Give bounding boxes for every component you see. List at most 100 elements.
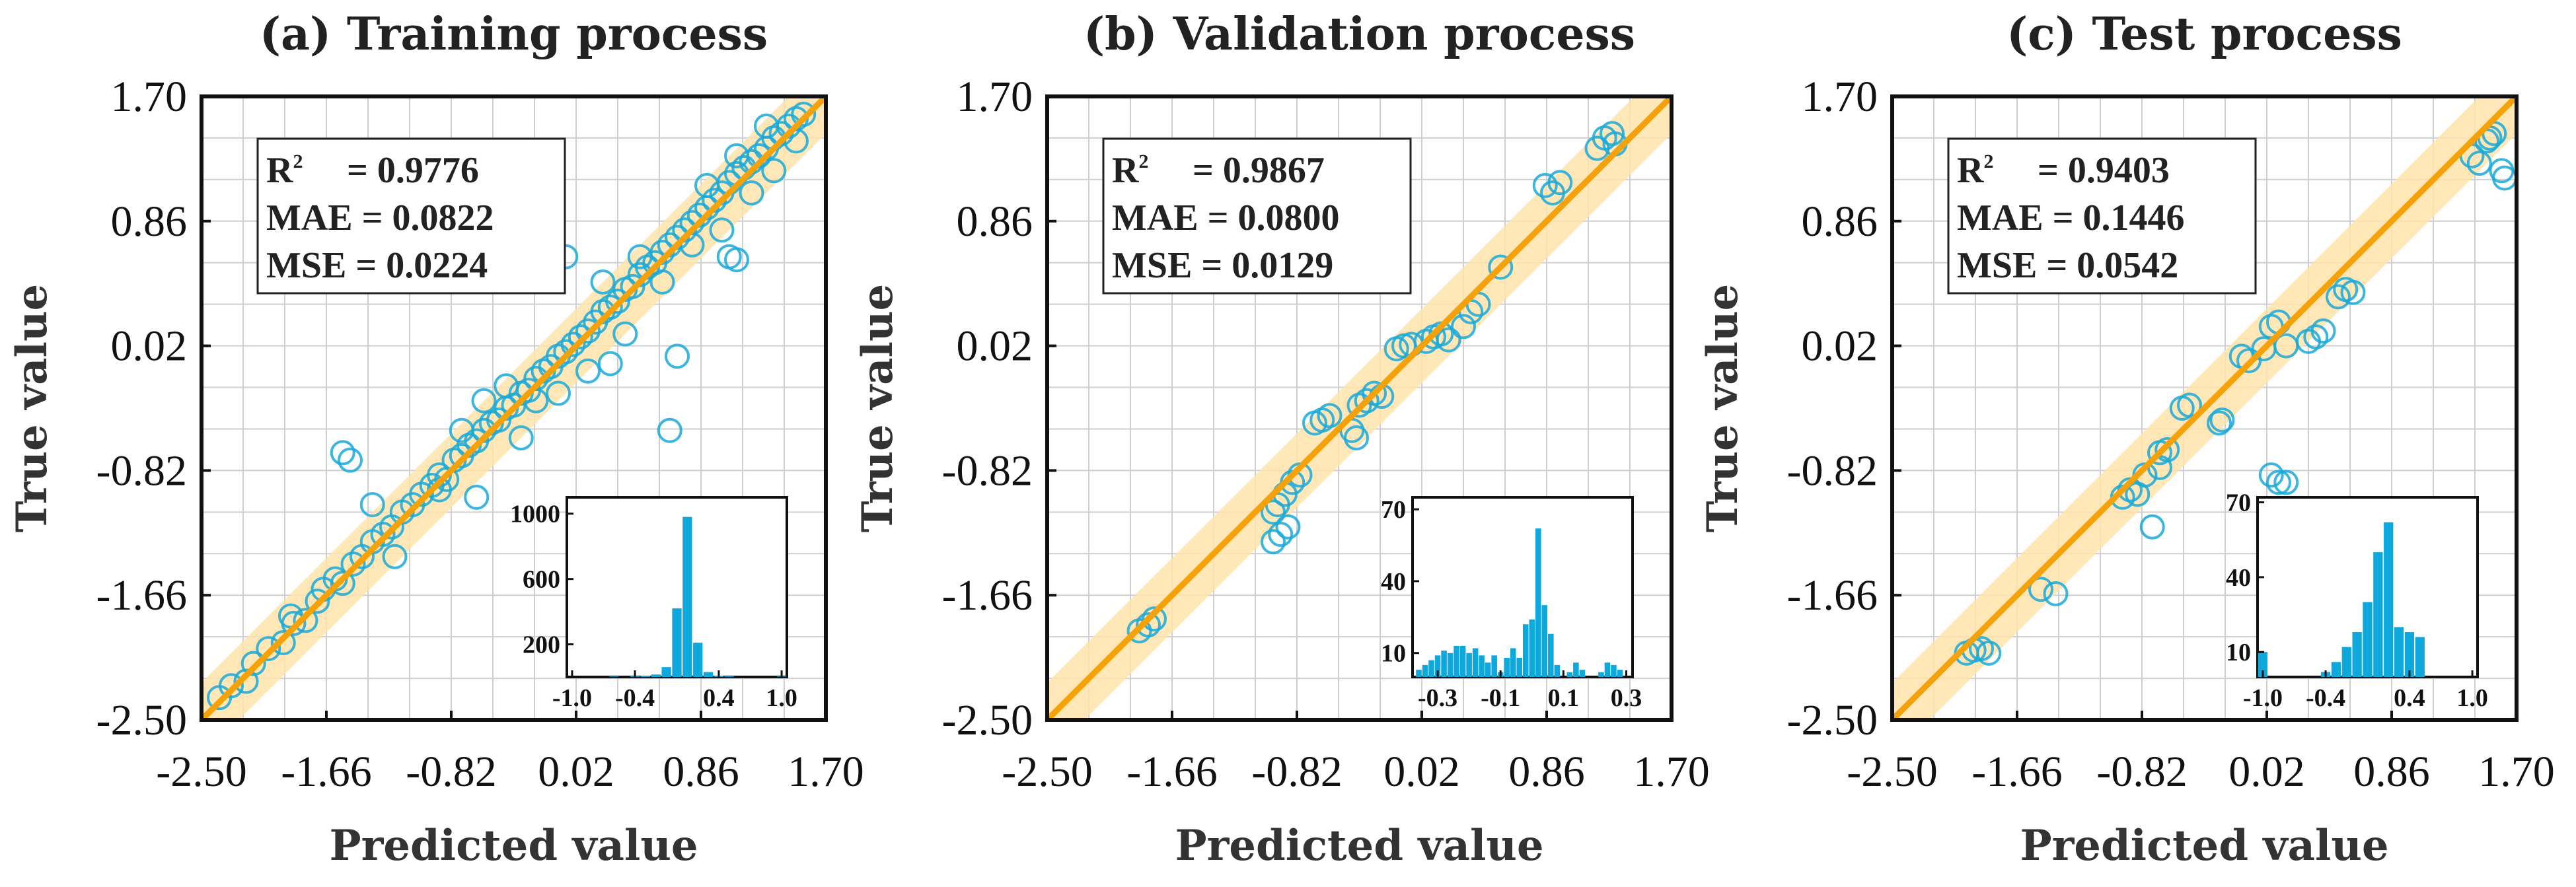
data-point [597, 351, 623, 376]
histogram-bar [1466, 653, 1472, 677]
panel-title: (a) Training process [260, 8, 768, 61]
data-point [330, 440, 355, 466]
r2-symbol: R [266, 150, 293, 191]
r2-symbol: R [1112, 150, 1139, 191]
y-tick-label: 0.86 [111, 197, 188, 246]
inset-x-tick-label: -1.0 [552, 684, 592, 712]
x-tick-label: 0.86 [663, 748, 739, 796]
histogram-bar [1541, 605, 1548, 677]
y-tick-label: 0.86 [957, 197, 1033, 246]
histogram-bar [1454, 645, 1459, 677]
y-axis-label: True value [1698, 284, 1748, 532]
data-point [449, 417, 474, 443]
y-tick-label: -1.66 [942, 571, 1033, 620]
data-point [739, 180, 764, 206]
inset-y-tick-label: 10 [2226, 639, 2251, 666]
stats-box: R2 = 0.9867 MAE = 0.0800 MSE = 0.0129 [1102, 137, 1412, 295]
y-tick-label: -1.66 [96, 571, 187, 620]
r2-superscript: 2 [1983, 151, 1993, 172]
histogram-bar [1459, 645, 1466, 677]
histogram-bar [672, 608, 682, 677]
data-point [2466, 151, 2492, 176]
data-point [1976, 640, 2002, 666]
data-point [256, 636, 281, 662]
mse-value: MSE = 0.0129 [1112, 245, 1333, 286]
data-point [724, 143, 749, 168]
inset-x-tick-label: -0.1 [1481, 684, 1520, 712]
histogram-bar [693, 643, 703, 677]
inset-x-tick-label: -0.3 [1418, 684, 1457, 712]
inset-y-tick-label: 70 [1381, 496, 1406, 524]
x-tick-label: -0.82 [406, 748, 496, 796]
inset-x-tick-label: 1.0 [2456, 684, 2488, 712]
data-point [546, 380, 571, 406]
data-point [1354, 388, 1380, 413]
plot-area [1047, 96, 1672, 720]
data-point [568, 324, 593, 350]
inset-y-tick-label: 70 [2226, 489, 2251, 517]
histogram-bar [2415, 637, 2425, 677]
data-point [2266, 470, 2291, 495]
data-point [665, 343, 690, 369]
y-tick-label: -2.50 [1787, 696, 1878, 744]
data-point [494, 373, 519, 399]
x-axis-label: Predicted value [2020, 821, 2388, 870]
fit-line [1892, 96, 2517, 720]
fit-line [1047, 96, 1672, 720]
data-point [1275, 514, 1301, 540]
data-point [2340, 279, 2366, 305]
inset-y-tick-label: 600 [523, 566, 560, 594]
r2-value: = 0.9867 [1193, 150, 1325, 191]
inset-y-tick-label: 200 [523, 631, 560, 659]
data-point [761, 158, 787, 184]
histogram-bar [1516, 657, 1523, 677]
histogram-bar [2394, 627, 2404, 677]
data-point [597, 295, 623, 320]
histogram-bar [1535, 528, 1541, 677]
r2-label: R2 [1957, 150, 1993, 191]
data-point [2177, 392, 2202, 418]
histogram-bar [724, 676, 734, 677]
histogram-bar [1617, 670, 1623, 677]
x-tick-label: -1.66 [1971, 748, 2062, 796]
data-point [1142, 606, 1167, 632]
data-point [1344, 425, 1369, 450]
y-tick-label: -2.50 [96, 696, 187, 744]
x-tick-label: -2.50 [1002, 748, 1092, 796]
data-point [1317, 403, 1343, 429]
data-point [575, 358, 601, 384]
data-point [709, 217, 735, 243]
histogram-bar [1604, 662, 1611, 677]
y-axis-label: True value [853, 284, 902, 532]
r2-superscript: 2 [1138, 151, 1148, 172]
y-tick-label: -0.82 [942, 446, 1033, 495]
x-tick-label: 0.02 [1383, 748, 1460, 796]
data-point [590, 269, 616, 295]
r2-label: R2 [266, 150, 303, 191]
r2-symbol: R [1957, 150, 1984, 191]
inset-y-tick-label: 1000 [510, 501, 560, 528]
inset-frame [1411, 496, 1634, 678]
stats-box-frame [1947, 137, 2257, 295]
data-point [464, 484, 490, 510]
stats-box: R2 = 0.9403 MAE = 0.1446 MSE = 0.0542 [1947, 137, 2257, 295]
data-point [1547, 170, 1573, 195]
y-tick-label: -2.50 [942, 696, 1033, 744]
mae-value: MAE = 0.0800 [1112, 197, 1340, 238]
x-axis-label: Predicted value [1175, 821, 1543, 870]
fit-line [202, 96, 826, 720]
histogram-bar [1485, 662, 1491, 677]
r2-superscript: 2 [293, 151, 303, 172]
y-tick-label: 0.86 [1802, 197, 1878, 246]
inset-x-tick-label: -0.4 [2306, 684, 2345, 712]
histogram-bar [1491, 655, 1497, 677]
x-axis-label: Predicted value [329, 821, 698, 870]
data-point [1451, 314, 1476, 339]
data-point [2043, 581, 2069, 606]
x-tick-label: 1.70 [2478, 748, 2555, 796]
data-point [754, 113, 779, 139]
y-tick-label: -0.82 [1787, 446, 1878, 495]
y-axis-label: True value [7, 284, 57, 532]
panel-title: (b) Validation process [1084, 8, 1635, 61]
y-tick-label: -1.66 [1787, 571, 1878, 620]
